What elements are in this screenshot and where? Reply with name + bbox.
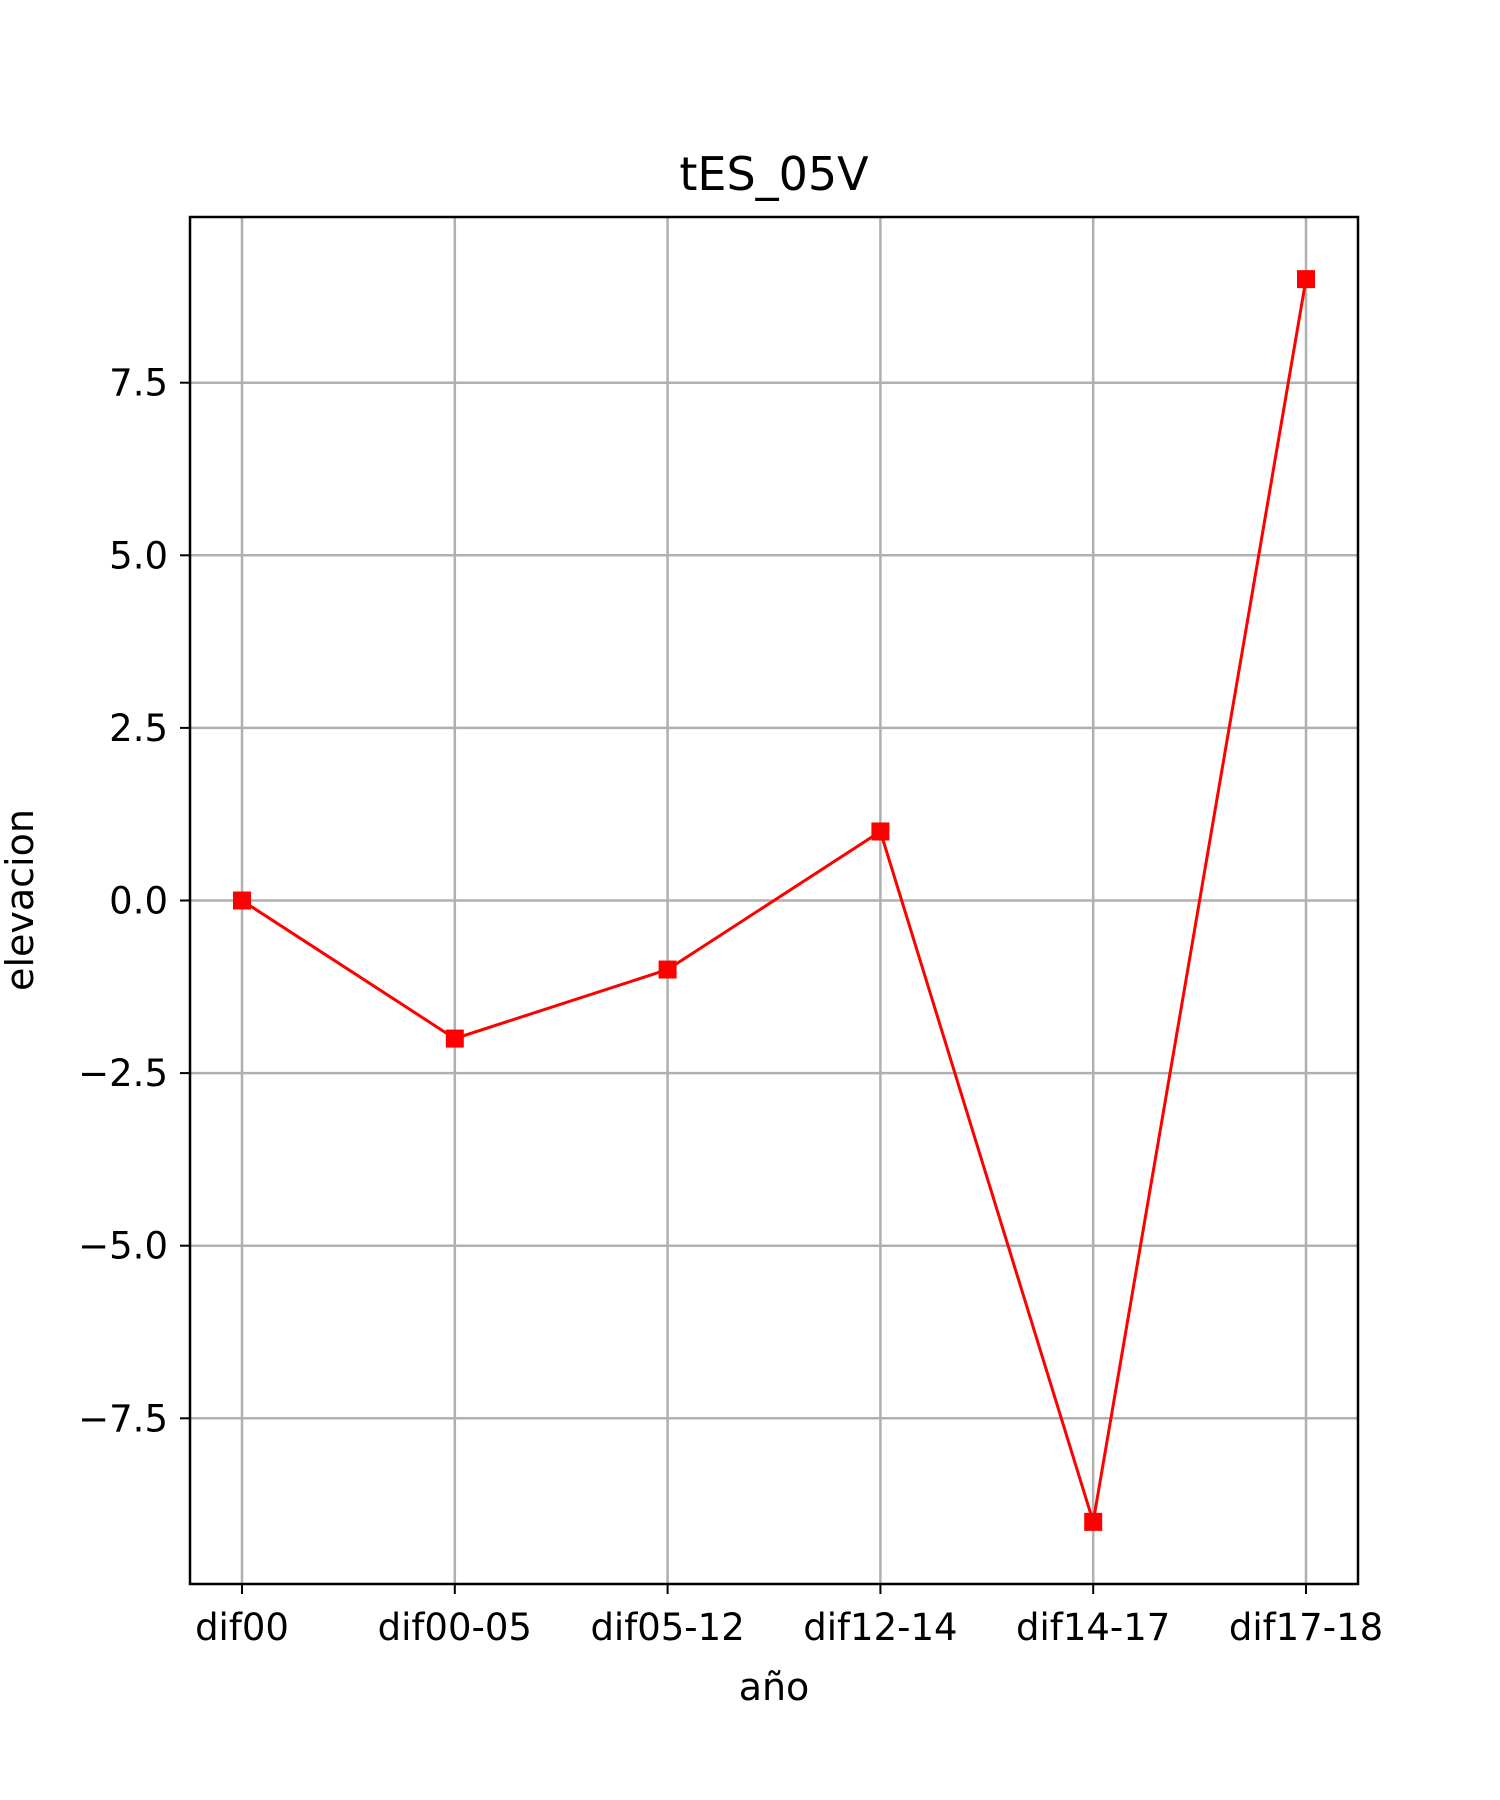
data-point-marker bbox=[658, 960, 677, 979]
data-point-marker bbox=[233, 891, 251, 910]
y-tick-label: −5.0 bbox=[78, 1225, 168, 1268]
y-tick-label: 0.0 bbox=[109, 880, 168, 923]
x-tick-label: dif17-18 bbox=[1229, 1606, 1383, 1649]
y-tick-label: 7.5 bbox=[109, 362, 168, 405]
data-point-marker bbox=[1084, 1512, 1103, 1531]
x-tick-label: dif14-17 bbox=[1016, 1606, 1170, 1649]
series-layer bbox=[233, 270, 1315, 1531]
x-tick-label: dif05-12 bbox=[590, 1606, 744, 1649]
x-tick-label: dif00 bbox=[195, 1606, 289, 1649]
y-axis-label: elevacion bbox=[0, 809, 42, 991]
x-tick-label: dif00-05 bbox=[378, 1606, 532, 1649]
y-tick-label: −2.5 bbox=[78, 1052, 168, 1095]
axis-ticks: dif00 dif00-05 dif05-12 dif12-14 dif14-17 dif… bbox=[78, 362, 1383, 1649]
chart-title: tES_05V bbox=[679, 147, 869, 201]
x-tick-label: dif12-14 bbox=[803, 1606, 957, 1649]
y-tick-label: 5.0 bbox=[109, 534, 168, 577]
data-point-marker bbox=[871, 822, 890, 841]
x-axis-label: año bbox=[739, 1665, 810, 1709]
y-tick-label: 2.5 bbox=[109, 707, 168, 750]
y-tick-label: −7.5 bbox=[78, 1397, 168, 1440]
data-point-marker bbox=[445, 1029, 464, 1048]
data-point-marker bbox=[1297, 270, 1315, 289]
series-line bbox=[241, 278, 1308, 1523]
